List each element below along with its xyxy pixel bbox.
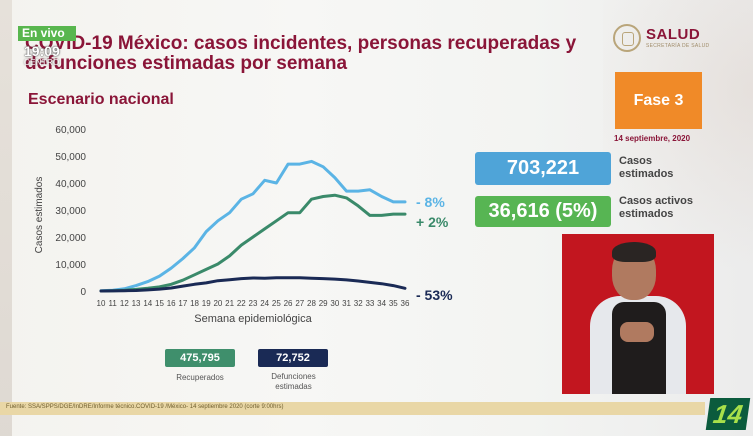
x-tick-label: 31 [342, 299, 351, 308]
x-tick-label: 36 [401, 299, 410, 308]
series-line-cases [99, 159, 407, 293]
x-tick-label: 15 [155, 299, 164, 308]
x-tick-label: 14 [143, 299, 152, 308]
source-text: Fuente: SSA/SPPS/DGE/InDRE/Informe técni… [6, 404, 284, 410]
x-tick-label: 26 [284, 299, 293, 308]
x-tick-label: 33 [365, 299, 374, 308]
y-axis-title: Casos estimados [34, 177, 45, 254]
x-tick-label: 24 [260, 299, 269, 308]
x-tick-label: 27 [295, 299, 304, 308]
live-badge: En vivo [18, 26, 76, 41]
live-time: 19:09 [24, 43, 60, 59]
x-tick-label: 34 [377, 299, 386, 308]
recovered-total-box: 475,795 [165, 349, 235, 367]
y-tick-label: 0 [80, 287, 86, 298]
y-tick-label: 30,000 [55, 206, 86, 217]
x-tick-label: 25 [272, 299, 281, 308]
logo-subtext: SECRETARÍA DE SALUD [646, 43, 710, 49]
x-tick-label: 21 [225, 299, 234, 308]
cases-estimated-label: Casos estimados [619, 155, 674, 180]
channel-logo: 14 [705, 398, 751, 430]
x-tick-label: 19 [202, 299, 211, 308]
x-tick-label: 11 [109, 299, 118, 308]
x-tick-label: 30 [330, 299, 339, 308]
source-bar [0, 402, 705, 415]
x-tick-label: 32 [354, 299, 363, 308]
active-cases-value: 36,616 (5%) [475, 196, 611, 227]
seal-icon [613, 24, 641, 52]
live-timezone: CENTRO [24, 58, 60, 67]
x-tick-label: 23 [249, 299, 258, 308]
scenario-subtitle: Escenario nacional [28, 91, 174, 108]
salud-logo: SALUD SECRETARÍA DE SALUD [613, 24, 713, 54]
deaths-total-label: Defunciones estimadas [271, 372, 316, 391]
x-tick-label: 28 [307, 299, 316, 308]
y-tick-label: 20,000 [55, 233, 86, 244]
x-tick-label: 18 [190, 299, 199, 308]
phase-badge: Fase 3 [615, 72, 702, 129]
x-tick-label: 22 [237, 299, 246, 308]
x-tick-label: 10 [97, 299, 106, 308]
y-tick-label: 10,000 [55, 260, 86, 271]
y-tick-label: 50,000 [55, 152, 86, 163]
cases-change-label: - 8% [416, 194, 445, 210]
page-title: COVID-19 México: casos incidentes, perso… [25, 33, 577, 74]
x-tick-label: 20 [213, 299, 222, 308]
recovered-change-label: + 2% [416, 214, 449, 230]
x-axis-title: Semana epidemiológica [194, 313, 312, 325]
deaths-total-box: 72,752 [258, 349, 328, 367]
series-line-deaths [99, 276, 407, 293]
x-tick-label: 29 [319, 299, 328, 308]
x-tick-label: 35 [389, 299, 398, 308]
recovered-total-label: Recuperados [176, 373, 224, 382]
x-tick-label: 17 [178, 299, 187, 308]
x-tick-label: 16 [167, 299, 176, 308]
active-cases-label: Casos activos estimados [619, 195, 693, 220]
left-border-decoration [0, 0, 12, 436]
interpreter-hair [612, 242, 656, 262]
deaths-change-label: - 53% [416, 287, 453, 303]
interpreter-vest [612, 302, 666, 394]
interpreter-hands [620, 322, 654, 342]
cases-estimated-value: 703,221 [475, 152, 611, 185]
sign-language-interpreter-video [562, 234, 714, 394]
series-line-recovered [99, 193, 407, 293]
y-tick-label: 60,000 [55, 125, 86, 136]
y-tick-label: 40,000 [55, 179, 86, 190]
logo-text: SALUD [646, 26, 701, 43]
phase-date: 14 septiembre, 2020 [614, 134, 691, 143]
x-tick-label: 13 [132, 299, 141, 308]
x-tick-label: 12 [120, 299, 129, 308]
